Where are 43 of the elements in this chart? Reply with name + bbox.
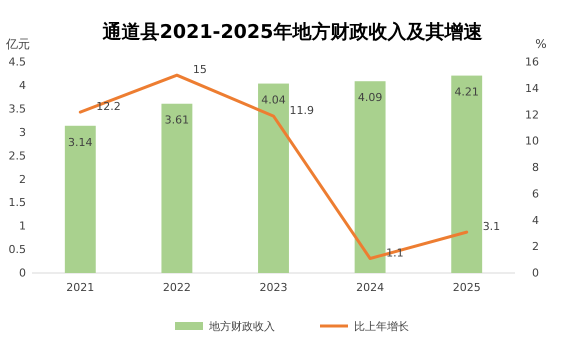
x-tick-label: 2024 (356, 280, 384, 294)
x-tick-label: 2022 (162, 280, 191, 294)
data-label: 3.1 (482, 220, 500, 234)
y2-tick-label: 4 (532, 214, 539, 227)
data-label: 4.21 (454, 86, 479, 99)
y-tick-label: 2.5 (8, 149, 26, 162)
y2-tick-label: 14 (525, 82, 539, 95)
y-tick-label: 0 (19, 266, 26, 280)
data-label: 4.04 (261, 94, 286, 107)
bar (451, 76, 482, 273)
data-label: 12.2 (96, 100, 121, 114)
y2-tick-label: 6 (532, 187, 539, 200)
y-tick-label: 4 (19, 78, 26, 92)
y-tick-label: 1 (19, 220, 26, 233)
y2-tick-label: 12 (525, 108, 539, 122)
y2-tick-label: 2 (532, 240, 539, 254)
data-label: 3.14 (68, 136, 93, 149)
y2-axis-title: % (535, 37, 547, 51)
x-tick-label: 2023 (260, 280, 288, 294)
bar (161, 104, 192, 273)
y-tick-label: 3.5 (8, 102, 26, 116)
y-tick-label: 0.5 (8, 243, 26, 256)
legend-label: 比上年增长 (354, 320, 409, 333)
data-label: 11.9 (290, 104, 314, 118)
y2-tick-label: 10 (525, 134, 539, 148)
y2-tick-label: 0 (532, 266, 539, 280)
y2-tick-label: 8 (532, 161, 539, 174)
bar (258, 84, 289, 273)
chart-title: 通道县2021-2025年地方财政收入及其增速 (102, 21, 482, 43)
data-label: 15 (192, 63, 207, 76)
data-label: 3.61 (164, 114, 190, 127)
y-tick-label: 3 (19, 126, 26, 139)
y-tick-label: 2 (19, 172, 26, 186)
y2-tick-label: 16 (525, 56, 539, 69)
legend-label: 地方财政收入 (208, 320, 275, 333)
y-axis-title: 亿元 (5, 37, 30, 51)
data-label: 4.09 (358, 91, 382, 104)
y-tick-label: 1.5 (8, 196, 26, 210)
x-tick-label: 2021 (66, 280, 94, 294)
y-tick-label: 4.5 (8, 56, 26, 69)
bar (354, 81, 386, 273)
x-tick-label: 2025 (452, 280, 481, 294)
bar (64, 126, 96, 273)
